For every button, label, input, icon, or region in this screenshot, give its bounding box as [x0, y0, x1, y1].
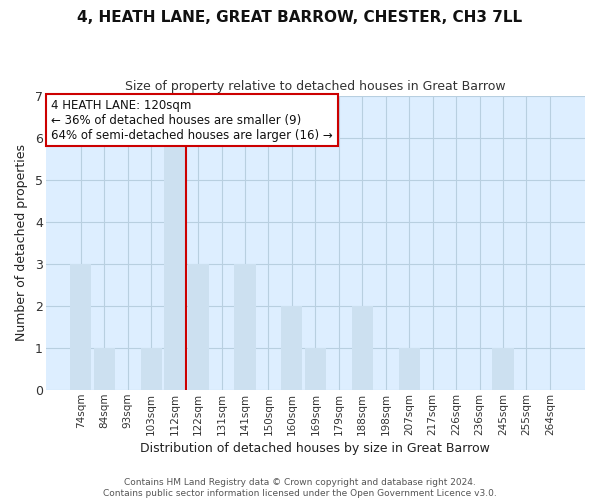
Text: 4 HEATH LANE: 120sqm
← 36% of detached houses are smaller (9)
64% of semi-detach: 4 HEATH LANE: 120sqm ← 36% of detached h…: [51, 98, 333, 142]
Bar: [188, 264, 209, 390]
X-axis label: Distribution of detached houses by size in Great Barrow: Distribution of detached houses by size …: [140, 442, 490, 455]
Bar: [235, 264, 256, 390]
Bar: [140, 348, 162, 390]
Bar: [281, 306, 302, 390]
Bar: [305, 348, 326, 390]
Title: Size of property relative to detached houses in Great Barrow: Size of property relative to detached ho…: [125, 80, 506, 93]
Text: Contains HM Land Registry data © Crown copyright and database right 2024.
Contai: Contains HM Land Registry data © Crown c…: [103, 478, 497, 498]
Bar: [70, 264, 91, 390]
Y-axis label: Number of detached properties: Number of detached properties: [15, 144, 28, 342]
Bar: [493, 348, 514, 390]
Bar: [164, 138, 185, 390]
Bar: [352, 306, 373, 390]
Text: 4, HEATH LANE, GREAT BARROW, CHESTER, CH3 7LL: 4, HEATH LANE, GREAT BARROW, CHESTER, CH…: [77, 10, 523, 25]
Bar: [398, 348, 420, 390]
Bar: [94, 348, 115, 390]
